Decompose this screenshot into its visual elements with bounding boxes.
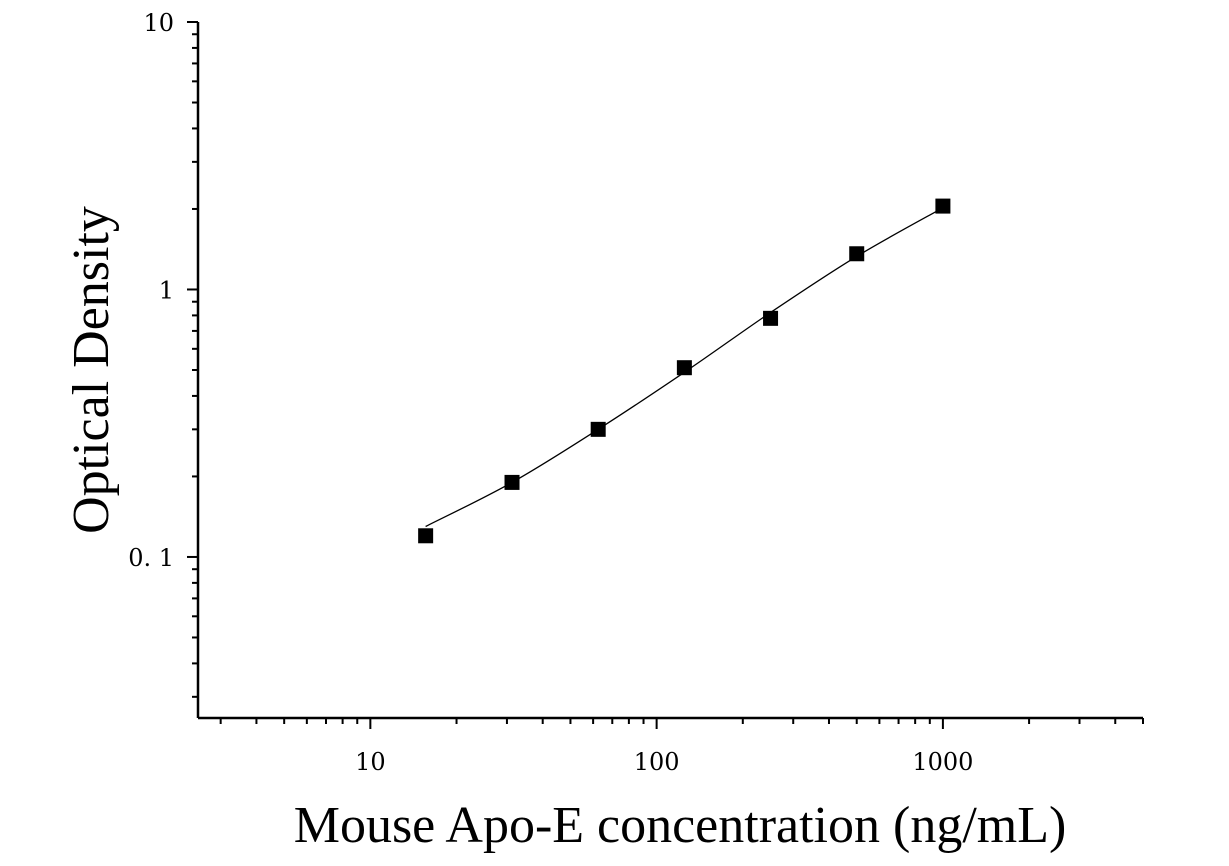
data-point: [763, 310, 779, 326]
x-axis-ticks: 10 100 1000: [219, 718, 1144, 776]
data-point: [418, 528, 434, 544]
data-point: [504, 474, 520, 490]
data-points: [418, 198, 951, 544]
x-tick-label: 10: [355, 748, 386, 776]
data-point: [935, 198, 951, 214]
y-tick-label: 10: [143, 9, 174, 37]
x-tick-label: 1000: [912, 748, 973, 776]
data-point: [676, 360, 692, 376]
y-axis-ticks: 0. 1 1 10: [128, 9, 198, 698]
y-axis-title: Optical Density: [63, 206, 120, 534]
y-tick-label: 1: [159, 276, 174, 304]
y-tick-label: 0. 1: [128, 544, 174, 572]
data-point: [849, 246, 865, 262]
x-tick-label: 100: [634, 748, 680, 776]
data-point: [590, 421, 606, 437]
x-axis-title: Mouse Apo-E concentration (ng/mL): [294, 797, 1067, 854]
